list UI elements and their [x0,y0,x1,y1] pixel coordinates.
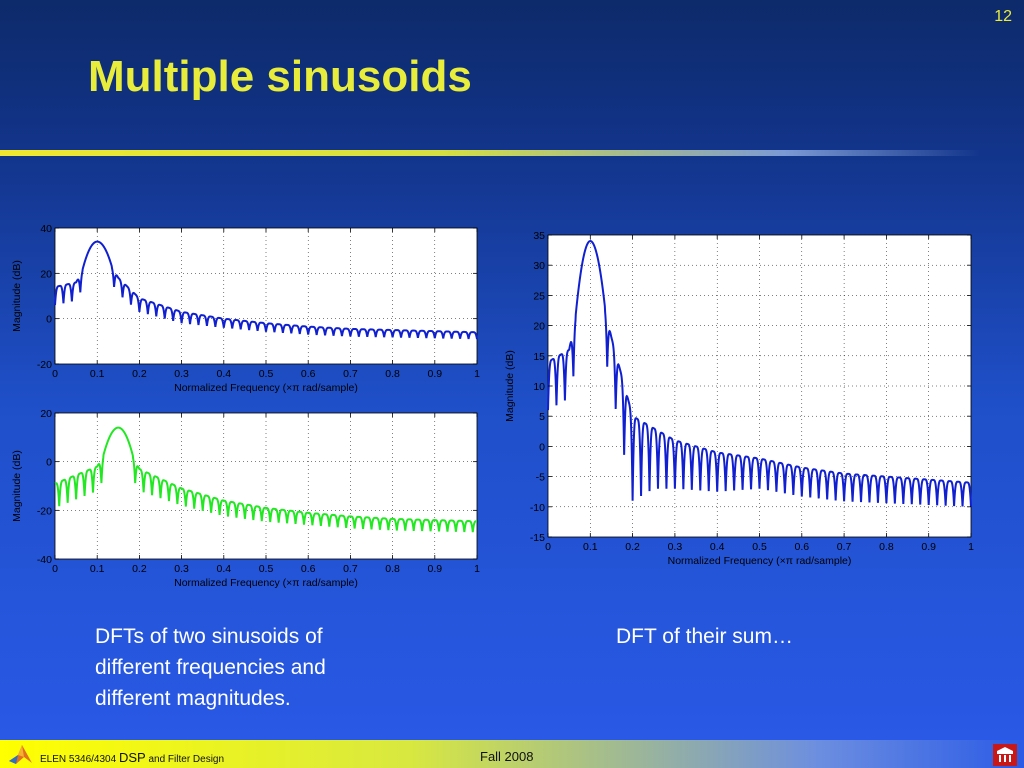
x-tick-label: 1 [968,541,974,553]
y-tick-label: 35 [533,230,545,242]
y-tick-label: 0 [46,314,52,326]
x-tick-label: 0.8 [879,541,894,553]
x-axis-label: Normalized Frequency (×π rad/sample) [174,577,358,589]
caption-left: DFTs of two sinusoids of different frequ… [95,621,326,714]
series-line [547,240,972,507]
x-tick-label: 0.4 [216,368,231,380]
x-tick-label: 0.1 [90,563,105,575]
x-axis-label: Normalized Frequency (×π rad/sample) [174,382,358,394]
x-tick-label: 0.2 [625,541,640,553]
footer-course-suffix: and Filter Design [148,754,225,765]
x-tick-label: 0.1 [583,541,598,553]
x-tick-label: 0.1 [90,368,105,380]
x-tick-label: 0.6 [794,541,809,553]
footer-bar: ELEN 5346/4304 DSP and Filter Design Fal… [0,740,1024,768]
top-left-dft-chart: 0 0.1 0.2 0.3 0.4 0.5 0.6 0.7 0.8 0.9 1-2002040Nor… [11,223,480,394]
caption-left-line-2: different frequencies and [95,656,326,679]
y-tick-label: 0 [46,457,52,469]
x-tick-label: 0.2 [132,368,147,380]
y-tick-label: -20 [37,505,52,517]
x-tick-label: 0.5 [259,563,274,575]
y-tick-label: -40 [37,554,52,566]
x-tick-label: 0 [545,541,551,553]
footer-term: Fall 2008 [480,749,534,764]
y-tick-label: 20 [533,321,545,333]
y-tick-label: 40 [40,223,52,235]
x-tick-label: 0.3 [174,368,189,380]
x-tick-label: 0.9 [921,541,936,553]
x-axis-label: Normalized Frequency (×π rad/sample) [668,555,852,567]
right-dft-sum-chart: 0 0.1 0.2 0.3 0.4 0.5 0.6 0.7 0.8 0.9 1 -15 -10 -5 0 5 1… [504,230,974,567]
footer-course-prefix: ELEN 5346/4304 [40,754,117,765]
x-tick-label: 0.3 [668,541,683,553]
y-axis-label: Magnitude (dB) [504,350,516,422]
y-axis-label: Magnitude (dB) [11,450,23,522]
x-tick-label: 0.7 [343,563,358,575]
x-tick-label: 0.5 [259,368,274,380]
x-tick-label: 0.5 [752,541,767,553]
y-tick-label: 5 [539,411,545,423]
series-line [54,426,477,533]
x-tick-label: 0.7 [343,368,358,380]
caption-left-line-1: DFTs of two sinusoids of [95,625,323,648]
x-tick-label: 1 [474,368,480,380]
x-tick-label: 0 [52,563,58,575]
y-tick-label: -20 [37,359,52,371]
bottom-left-dft-chart: 0 0.1 0.2 0.3 0.4 0.5 0.6 0.7 0.8 0.9 1 -40 -20 0 20 No… [11,408,480,589]
x-tick-label: 0.8 [385,563,400,575]
title-rule [0,150,980,156]
x-tick-label: 0.6 [301,563,316,575]
y-tick-label: 20 [40,268,52,280]
y-tick-label: 15 [533,351,545,363]
y-tick-label: -15 [530,532,545,544]
x-tick-label: 0.9 [427,563,442,575]
x-tick-label: 0.7 [837,541,852,553]
matlab-logo-icon [9,745,32,764]
slide-title: Multiple sinusoids [88,52,472,101]
x-tick-label: 0.4 [710,541,725,553]
x-tick-label: 0.8 [385,368,400,380]
caption-left-line-3: different magnitudes. [95,687,291,710]
x-tick-label: 0.3 [174,563,189,575]
x-tick-label: 1 [474,563,480,575]
x-tick-label: 0.9 [427,368,442,380]
y-tick-label: -5 [536,472,545,484]
y-axis-label: Magnitude (dB) [11,260,23,332]
university-logo-icon [993,744,1017,766]
x-tick-label: 0.6 [301,368,316,380]
footer-course-dsp: DSP [118,750,146,765]
x-tick-label: 0.4 [216,563,231,575]
caption-right: DFT of their sum… [616,625,793,648]
x-tick-label: 0.2 [132,563,147,575]
y-tick-label: 10 [533,381,545,393]
y-tick-label: 25 [533,290,545,302]
slide-number: 12 [994,8,1012,25]
x-tick-label: 0 [52,368,58,380]
series-line [54,240,478,340]
y-tick-label: 0 [539,441,545,453]
y-tick-label: -10 [530,502,545,514]
footer-course: ELEN 5346/4304 DSP and Filter Design [40,750,224,765]
y-tick-label: 30 [533,260,545,272]
y-tick-label: 20 [40,408,52,420]
